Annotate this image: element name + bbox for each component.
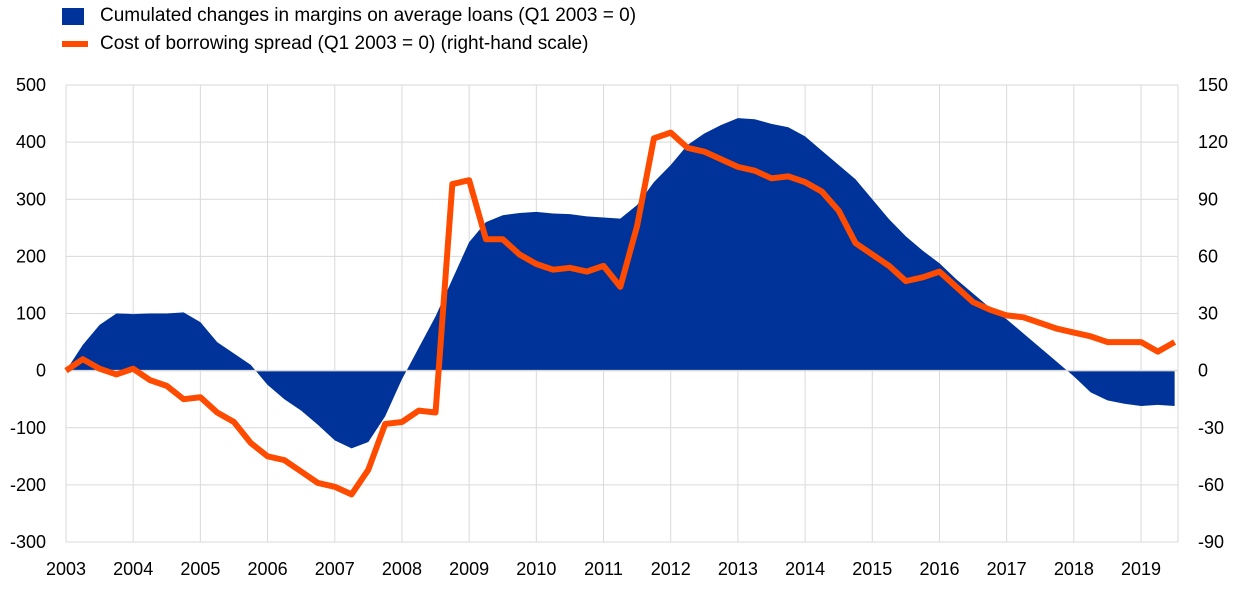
legend-label-spread: Cost of borrowing spread (Q1 2003 = 0) (… <box>100 33 589 54</box>
y-left-tick-label: 0 <box>36 361 46 381</box>
line-series-spread <box>64 129 1177 498</box>
y-right-tick-label: 30 <box>1198 304 1218 324</box>
x-tick-label: 2011 <box>584 559 623 579</box>
y-left-tick-label: 100 <box>16 304 46 324</box>
x-tick-label: 2007 <box>315 559 355 579</box>
y-right-tick-label: 150 <box>1198 75 1228 95</box>
y-left-tick-label: 400 <box>16 132 46 152</box>
y-right-tick-label: -60 <box>1198 475 1224 495</box>
x-tick-label: 2016 <box>919 559 959 579</box>
x-tick-label: 2004 <box>113 559 153 579</box>
x-tick-label: 2019 <box>1121 559 1161 579</box>
y-left-tick-label: 500 <box>16 75 46 95</box>
x-tick-label: 2013 <box>718 559 758 579</box>
legend-swatch-spread <box>62 41 88 47</box>
y-left-tick-label: -100 <box>10 418 46 438</box>
x-tick-label: 2017 <box>987 559 1027 579</box>
x-tick-label: 2003 <box>46 559 86 579</box>
y-right-tick-label: 60 <box>1198 246 1218 266</box>
plot-area <box>64 118 1178 498</box>
y-left-tick-label: 300 <box>16 189 46 209</box>
x-tick-label: 2018 <box>1054 559 1094 579</box>
legend-swatch-margins <box>62 7 84 25</box>
y-right-tick-label: 90 <box>1198 189 1218 209</box>
y-right-tick-label: -30 <box>1198 418 1224 438</box>
y-right-tick-label: -90 <box>1198 532 1224 552</box>
y-left-tick-label: -300 <box>10 532 46 552</box>
x-tick-label: 2010 <box>516 559 556 579</box>
x-tick-label: 2005 <box>180 559 220 579</box>
legend-item-spread: Cost of borrowing spread (Q1 2003 = 0) (… <box>62 30 636 58</box>
y-left-tick-label: 200 <box>16 246 46 266</box>
legend-label-margins: Cumulated changes in margins on average … <box>100 5 637 26</box>
x-tick-label: 2012 <box>651 559 691 579</box>
x-tick-label: 2014 <box>785 559 825 579</box>
x-tick-label: 2015 <box>852 559 892 579</box>
axes: 2003 2004 2005 2006 2007 2008 2009 2010 2011 2012… <box>10 75 1228 579</box>
y-right-tick-label: 0 <box>1198 361 1208 381</box>
x-tick-label: 2008 <box>382 559 422 579</box>
y-left-tick-label: -200 <box>10 475 46 495</box>
y-right-tick-label: 120 <box>1198 132 1228 152</box>
legend-item-margins: Cumulated changes in margins on average … <box>62 2 636 30</box>
x-tick-label: 2009 <box>449 559 489 579</box>
x-tick-label: 2006 <box>248 559 288 579</box>
legend: Cumulated changes in margins on average … <box>62 2 636 58</box>
